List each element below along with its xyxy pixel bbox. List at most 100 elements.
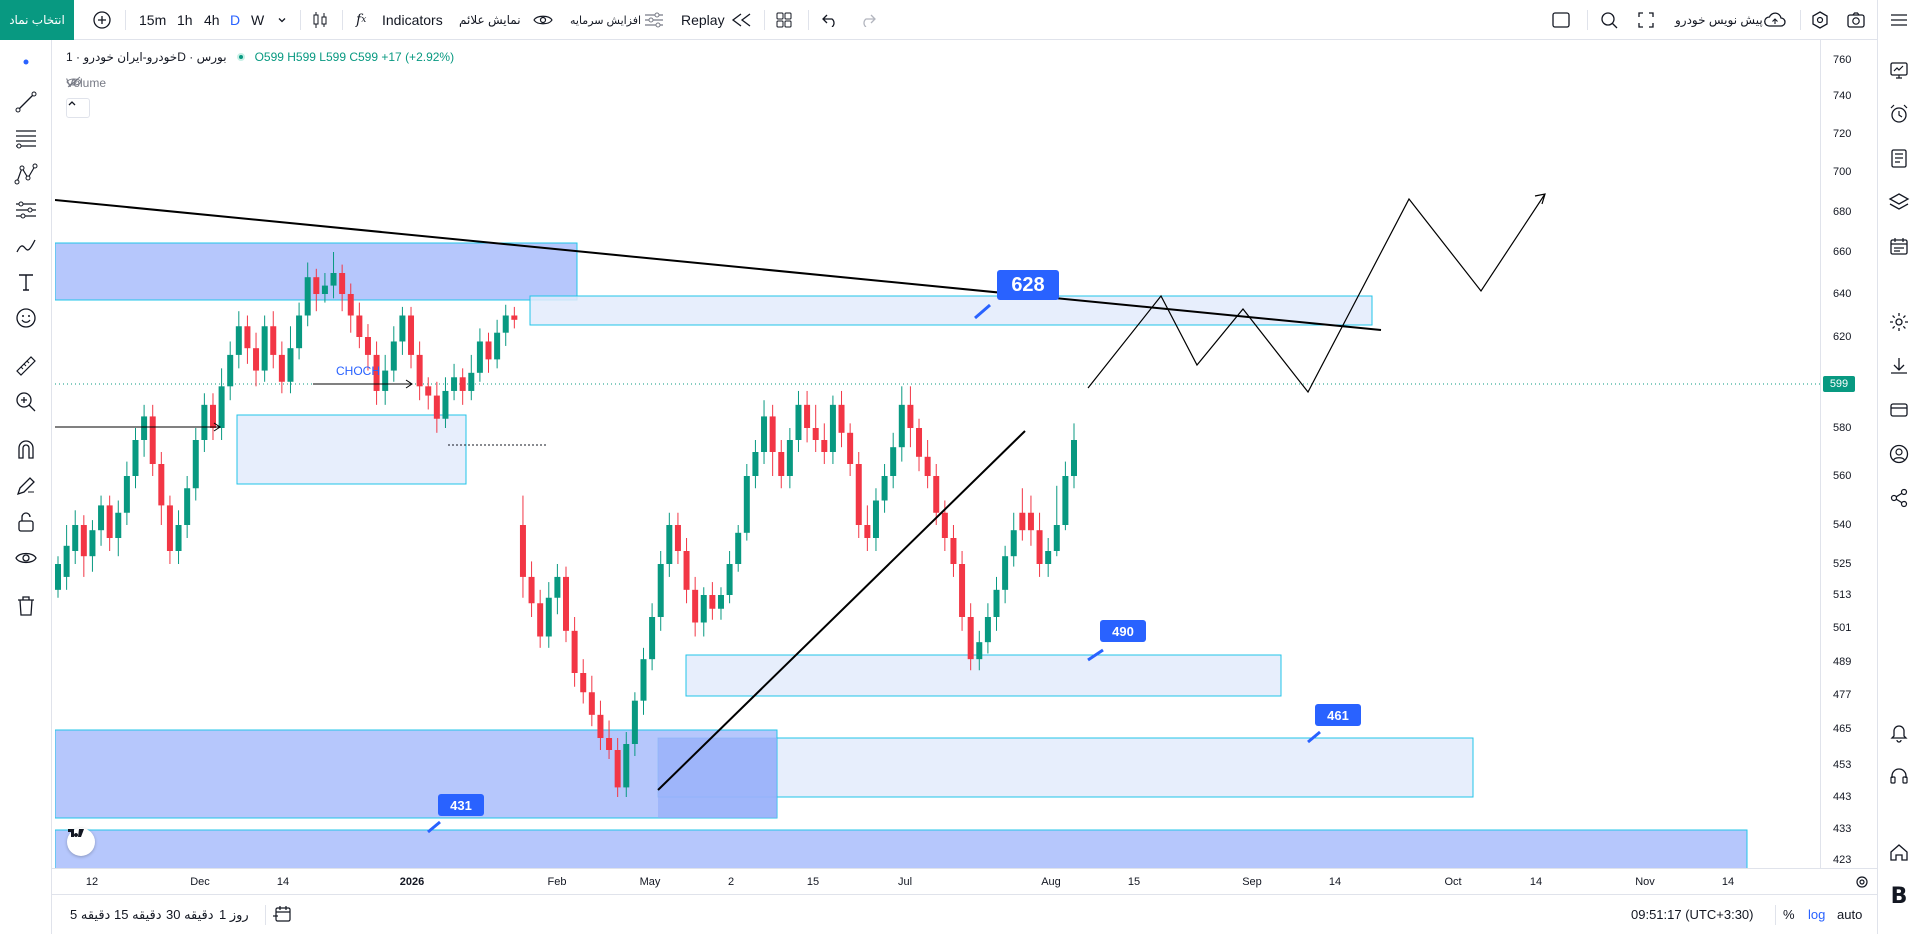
interval-w[interactable]: W xyxy=(251,12,265,28)
trash-icon[interactable] xyxy=(12,592,40,620)
capital-increase-button[interactable]: افزایش سرمایه xyxy=(570,14,642,27)
publish-draft-button[interactable]: پیش نویس خودرو xyxy=(1675,13,1763,27)
eye-icon[interactable] xyxy=(533,0,553,40)
candle-body xyxy=(287,348,294,382)
notifications-bell-icon[interactable] xyxy=(1885,718,1913,746)
callout-431[interactable]: 431 xyxy=(438,794,484,816)
redo-icon[interactable] xyxy=(859,0,877,40)
candle-body xyxy=(864,525,871,538)
collapse-legend-button[interactable] xyxy=(66,98,90,118)
range-1d[interactable]: 1 روز xyxy=(219,907,249,922)
interval-d[interactable]: D xyxy=(230,12,241,28)
candle-body xyxy=(123,476,130,513)
candle-body xyxy=(218,386,225,428)
settings-hex-icon[interactable] xyxy=(1810,0,1830,40)
candle-body xyxy=(537,603,544,637)
replay-button[interactable]: Replay xyxy=(681,12,725,28)
callout-628[interactable]: 628 xyxy=(997,270,1059,300)
add-symbol-icon[interactable] xyxy=(92,0,112,40)
calendar-range-icon[interactable] xyxy=(273,904,293,927)
callout-461[interactable]: 461 xyxy=(1315,704,1361,726)
symbol-title[interactable]: خودرو-ایران خودرو · 1D · بورس xyxy=(66,50,227,64)
fib-retracement-icon[interactable] xyxy=(12,124,40,152)
undo-icon[interactable] xyxy=(821,0,839,40)
stay-drawing-icon[interactable] xyxy=(12,472,40,500)
candle-type-icon[interactable] xyxy=(309,0,331,40)
time-label: Nov xyxy=(1635,876,1655,888)
tradingview-logo-icon[interactable] xyxy=(67,828,95,856)
percent-toggle[interactable]: % xyxy=(1783,907,1795,922)
sliders-icon[interactable] xyxy=(643,0,665,40)
rectangle-icon[interactable] xyxy=(1551,0,1571,40)
brush-icon[interactable] xyxy=(12,232,40,260)
watchlist-icon[interactable] xyxy=(1885,56,1913,84)
range-15m[interactable]: 15 دقیقه xyxy=(114,907,162,922)
brand-b-icon[interactable]: B xyxy=(1890,883,1908,909)
range-5m[interactable]: 5 دقیقه xyxy=(70,907,111,922)
candle-body xyxy=(649,617,656,660)
calendar-list-icon[interactable] xyxy=(1885,232,1913,260)
interval-4h[interactable]: 4h xyxy=(204,12,220,28)
candle-body xyxy=(804,404,811,428)
candle-body xyxy=(296,315,303,349)
quick-search-icon[interactable] xyxy=(1599,0,1619,40)
crosshair-dot-icon[interactable] xyxy=(12,48,40,76)
drawing-toolbar xyxy=(0,40,52,934)
symbol-search-button[interactable]: انتخاب نماد xyxy=(0,0,74,40)
candle-body xyxy=(924,456,931,476)
trendline-icon[interactable] xyxy=(12,88,40,116)
ruler-icon[interactable] xyxy=(12,352,40,380)
menu-icon[interactable] xyxy=(1885,6,1913,34)
demand-zone-choch xyxy=(236,414,467,485)
time-scale[interactable]: 12 Dec 14 2026 Feb May 2 15 Jul Aug 15 Sep 14 Oct 14 No… xyxy=(52,868,1878,894)
interval-1h[interactable]: 1h xyxy=(177,12,193,28)
price-label: 720 xyxy=(1833,128,1852,140)
share-icon[interactable] xyxy=(1885,484,1913,512)
fullscreen-icon[interactable] xyxy=(1637,0,1655,40)
price-label: 453 xyxy=(1833,759,1852,771)
price-scale[interactable]: 760 740 720 700 680 660 640 620 599 580 560 540 525 5… xyxy=(1820,40,1877,870)
interval-15m[interactable]: 15m xyxy=(139,12,167,28)
candle-body xyxy=(907,404,914,428)
log-toggle[interactable]: log xyxy=(1808,907,1826,922)
alerts-button[interactable]: نمایش علائم xyxy=(459,13,521,27)
layout-grid-icon[interactable] xyxy=(775,0,793,40)
chart-canvas[interactable] xyxy=(55,42,1820,868)
alarm-clock-icon[interactable] xyxy=(1885,100,1913,128)
cloud-icon[interactable] xyxy=(1763,0,1787,40)
choch-label[interactable]: CHOCH xyxy=(336,364,380,378)
news-icon[interactable] xyxy=(1885,144,1913,172)
magnet-icon[interactable] xyxy=(12,436,40,464)
candle-body xyxy=(717,595,724,609)
layers-icon[interactable] xyxy=(1885,188,1913,216)
replay-rewind-icon[interactable] xyxy=(730,0,754,40)
callout-490[interactable]: 490 xyxy=(1100,620,1146,642)
indicators-button[interactable]: Indicators xyxy=(382,12,443,28)
interval-dropdown-icon[interactable] xyxy=(276,0,288,40)
range-30m[interactable]: 30 دقیقه xyxy=(166,907,214,922)
chart-pane[interactable]: خودرو-ایران خودرو · 1D · بورس O599 H599 … xyxy=(55,42,1878,868)
symbol-legend: خودرو-ایران خودرو · 1D · بورس O599 H599 … xyxy=(66,50,454,64)
wallet-icon[interactable] xyxy=(1885,396,1913,424)
settings-gear-icon[interactable] xyxy=(1885,308,1913,336)
download-icon[interactable] xyxy=(1885,352,1913,380)
zoom-in-icon[interactable] xyxy=(12,388,40,416)
hide-drawings-icon[interactable] xyxy=(12,544,40,572)
user-icon[interactable] xyxy=(1885,440,1913,468)
text-tool-icon[interactable] xyxy=(12,268,40,296)
prediction-icon[interactable] xyxy=(12,196,40,224)
candle-body xyxy=(304,277,311,316)
candle-body xyxy=(829,404,836,452)
camera-icon[interactable] xyxy=(1846,0,1866,40)
auto-toggle[interactable]: auto xyxy=(1837,907,1863,922)
clock-display[interactable]: 09:51:17 (UTC+3:30) xyxy=(1631,907,1754,922)
home-icon[interactable] xyxy=(1885,838,1913,866)
emoji-icon[interactable] xyxy=(12,304,40,332)
volume-legend[interactable]: Volume xyxy=(66,76,115,90)
lock-icon[interactable] xyxy=(12,508,40,536)
support-headset-icon[interactable] xyxy=(1885,762,1913,790)
pattern-icon[interactable] xyxy=(12,160,40,188)
candle-body xyxy=(192,440,199,489)
scale-settings-icon[interactable] xyxy=(1854,874,1870,895)
